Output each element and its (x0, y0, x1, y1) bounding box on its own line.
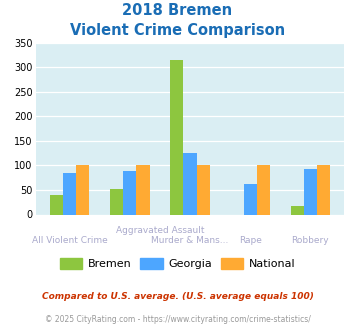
Text: 2018 Bremen: 2018 Bremen (122, 3, 233, 18)
Bar (257, 165, 270, 215)
Bar (304, 169, 317, 214)
Bar (110, 189, 123, 214)
Bar (136, 165, 149, 215)
Text: Aggravated Assault: Aggravated Assault (115, 226, 204, 235)
Legend: Bremen, Georgia, National: Bremen, Georgia, National (55, 253, 300, 273)
Bar (290, 206, 304, 214)
Text: © 2025 CityRating.com - https://www.cityrating.com/crime-statistics/: © 2025 CityRating.com - https://www.city… (45, 315, 310, 324)
Text: All Violent Crime: All Violent Crime (32, 236, 107, 245)
Bar (317, 165, 330, 215)
Bar (50, 195, 63, 215)
Bar (197, 165, 210, 215)
Bar (123, 171, 136, 214)
Bar (244, 184, 257, 214)
Text: Compared to U.S. average. (U.S. average equals 100): Compared to U.S. average. (U.S. average … (42, 292, 313, 301)
Text: Robbery: Robbery (291, 236, 329, 245)
Bar (183, 153, 197, 214)
Bar (170, 60, 183, 214)
Text: Rape: Rape (239, 236, 262, 245)
Bar (76, 165, 89, 215)
Bar (63, 173, 76, 214)
Text: Murder & Mans...: Murder & Mans... (151, 236, 229, 245)
Text: Violent Crime Comparison: Violent Crime Comparison (70, 23, 285, 38)
